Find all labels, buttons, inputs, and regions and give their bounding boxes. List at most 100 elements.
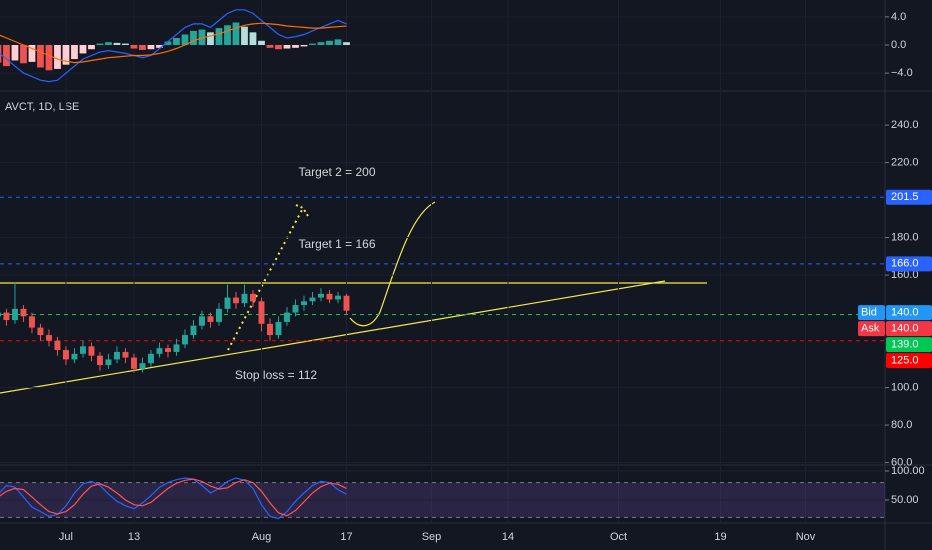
candle-body	[173, 344, 180, 352]
histogram-bar	[45, 45, 53, 71]
histogram-bar	[258, 40, 265, 45]
candle-body	[37, 327, 44, 336]
histogram-bar	[232, 22, 240, 45]
candle-body	[216, 308, 222, 322]
y-tick-label: 160.0	[891, 269, 919, 281]
histogram-bar	[207, 32, 214, 45]
price-label: 140.0	[891, 306, 919, 318]
candle-body	[190, 325, 197, 336]
histogram-bar	[309, 43, 316, 45]
candle-body	[335, 295, 341, 300]
candle-body	[318, 293, 324, 298]
candle-body	[62, 350, 69, 360]
candle-body	[96, 355, 103, 366]
histogram-bar	[334, 39, 342, 45]
histogram-bar	[181, 34, 189, 45]
x-tick-label: Jul	[59, 531, 73, 543]
histogram-bar	[266, 45, 274, 48]
x-tick-label: Sep	[422, 531, 442, 543]
histogram-bar	[241, 26, 248, 45]
annotation: Stop loss = 112	[235, 368, 317, 382]
candle-body	[198, 316, 205, 326]
candle-body	[250, 293, 256, 302]
y-tick-label: 0.0	[891, 39, 906, 51]
candle-body	[88, 346, 95, 356]
candle-body	[284, 312, 290, 322]
histogram-bar	[173, 37, 180, 45]
y-tick-label: 220.0	[891, 156, 919, 168]
y-tick-label: 60.0	[891, 456, 912, 468]
y-tick-label: 50.00	[891, 494, 919, 506]
candle-body	[54, 340, 61, 351]
candle-body	[241, 293, 248, 304]
price-label-box	[886, 337, 932, 353]
price-label: 125.0	[891, 354, 919, 366]
histogram-bar	[54, 45, 61, 69]
histogram-bar	[164, 41, 172, 45]
candle-body	[258, 301, 265, 324]
price-label-box	[886, 256, 932, 272]
candle-body	[207, 316, 214, 322]
histogram-bar	[130, 45, 138, 49]
histogram-bar	[62, 45, 70, 65]
histogram-bar	[224, 25, 231, 45]
candle-body	[309, 297, 316, 302]
histogram-bar	[20, 45, 27, 64]
histogram-bar	[37, 45, 44, 68]
y-tick-label: 4.0	[891, 11, 906, 23]
x-tick-label: 19	[714, 531, 726, 543]
projection-arrow	[227, 207, 304, 351]
candle-body	[147, 353, 154, 364]
candle-body	[122, 351, 129, 358]
price-label: 166.0	[891, 258, 919, 270]
price-label: 201.5	[891, 191, 919, 203]
candle-body	[139, 363, 146, 369]
quote-label-box	[858, 321, 885, 337]
candle-body	[326, 293, 333, 300]
histogram-bar	[283, 45, 291, 49]
histogram-bar	[343, 42, 350, 45]
stoch-line	[0, 478, 347, 517]
x-tick-label: Nov	[796, 531, 816, 543]
y-tick-label: 100.00	[891, 465, 925, 477]
histogram-bar	[11, 45, 19, 61]
x-tick-label: Oct	[610, 531, 627, 543]
histogram-bar	[300, 45, 308, 47]
y-tick-label: 240.0	[891, 119, 919, 131]
histogram-bar	[28, 45, 36, 62]
y-tick-label: 180.0	[891, 231, 919, 243]
candle-body	[71, 353, 78, 360]
forecast-curve	[349, 201, 436, 327]
candle-body	[130, 357, 137, 369]
histogram-bar	[317, 42, 325, 45]
histogram-bar	[275, 45, 282, 50]
x-tick-label: 13	[128, 531, 140, 543]
x-tick-label: 17	[340, 531, 352, 543]
histogram-bar	[190, 30, 197, 45]
candle-body	[224, 297, 231, 309]
histogram-bar	[105, 42, 112, 45]
y-tick-label: 100.0	[891, 381, 919, 393]
histogram-bar	[215, 28, 223, 45]
histogram-bar	[139, 45, 146, 50]
candle-body	[156, 348, 163, 354]
histogram-bar	[88, 45, 95, 50]
x-tick-label: Aug	[252, 531, 272, 543]
candle-body	[181, 335, 188, 345]
candle-body	[233, 297, 239, 304]
candle-body	[275, 321, 282, 336]
price-label-box	[886, 321, 932, 337]
symbol-title: AVCT, 1D, LSE	[5, 101, 79, 113]
histogram-bar	[249, 32, 257, 45]
histogram-bar	[113, 42, 121, 45]
price-label-box	[886, 353, 932, 369]
candle-body	[267, 323, 273, 336]
y-tick-label: 80.0	[891, 419, 912, 431]
histogram-bar	[122, 43, 129, 45]
drawings	[0, 201, 707, 394]
stoch-line	[0, 477, 347, 520]
price-label-box	[886, 305, 932, 321]
candle-body	[301, 301, 307, 306]
